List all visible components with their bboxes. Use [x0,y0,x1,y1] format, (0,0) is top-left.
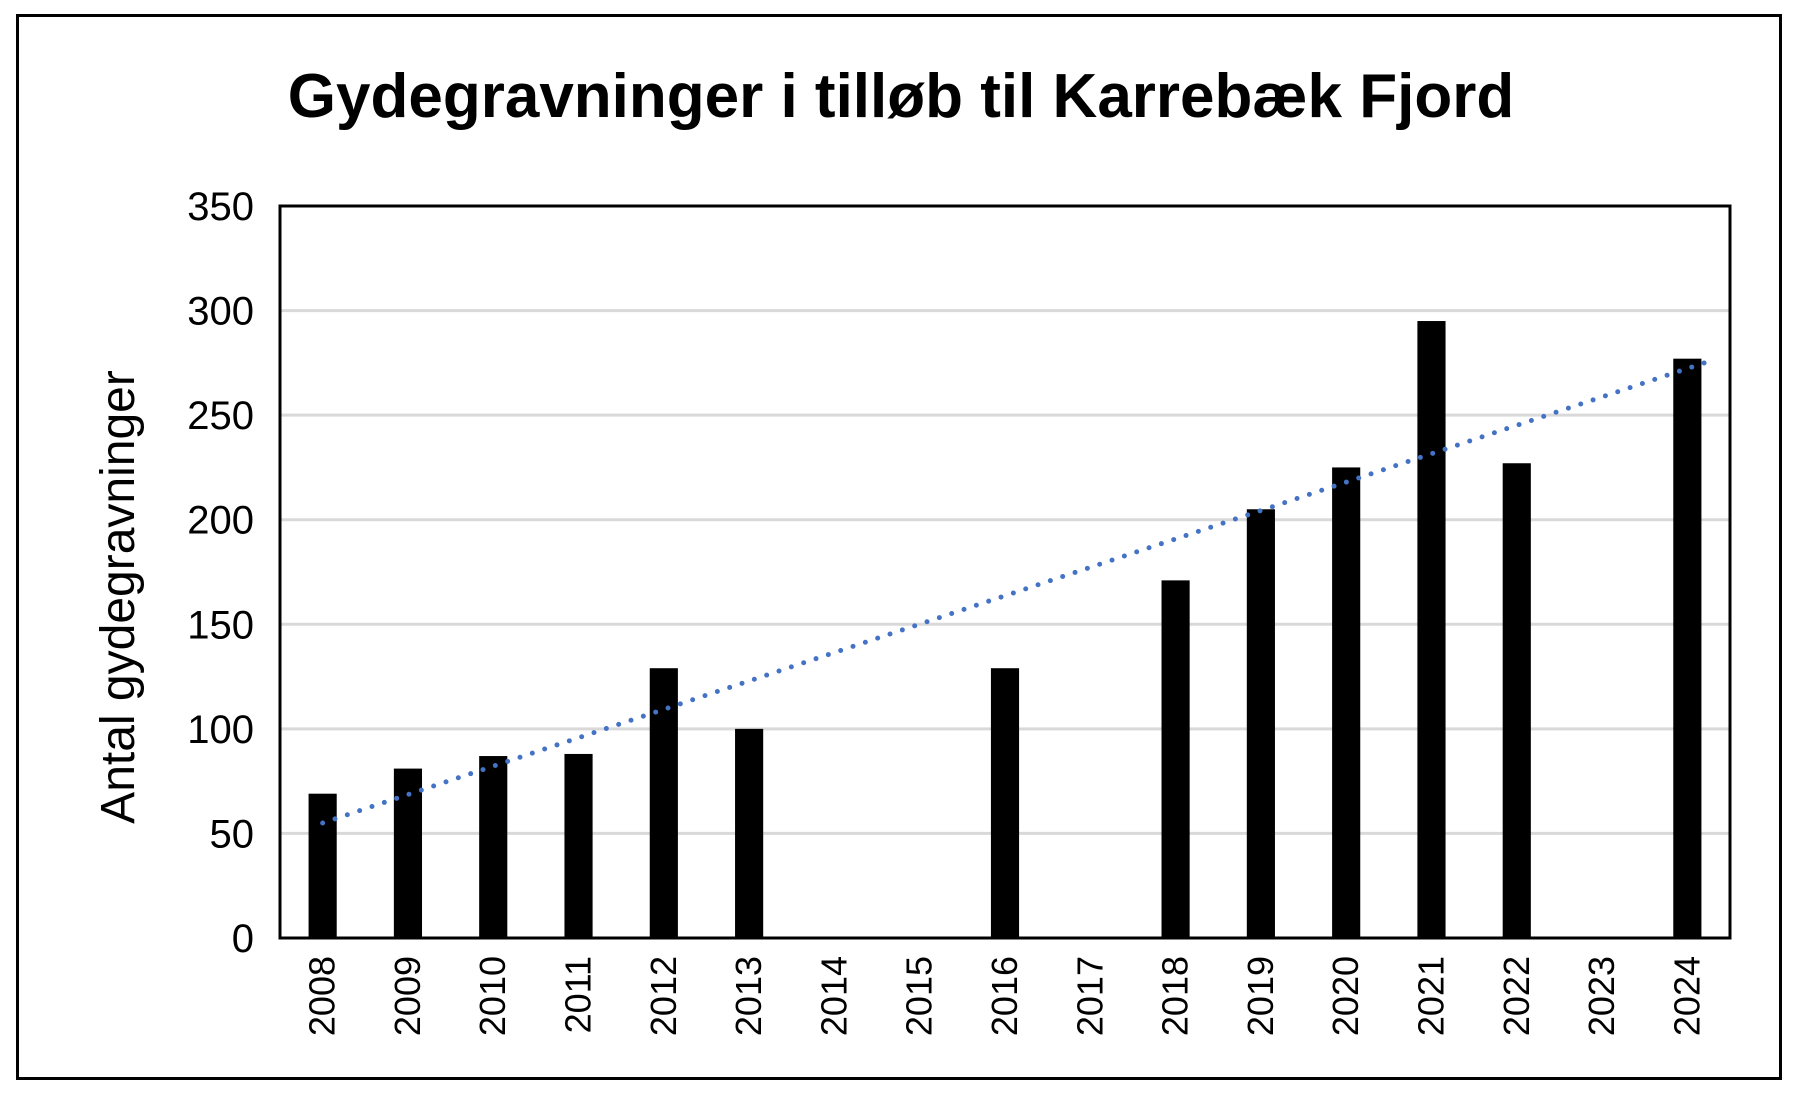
x-tick-label: 2023 [1581,956,1622,1036]
y-tick-label: 200 [187,499,254,543]
y-tick-label: 100 [187,708,254,752]
trendline-line [320,360,1707,826]
x-tick-label: 2016 [984,956,1025,1036]
bar-2008 [308,793,337,938]
bars [308,321,1702,938]
x-tick-label: 2010 [472,956,513,1036]
x-tick-label: 2022 [1496,956,1537,1036]
x-tick-label: 2021 [1410,956,1451,1036]
bar-2010 [479,756,508,938]
trendline [320,360,1707,826]
y-tick-label: 300 [187,290,254,334]
x-tick-label: 2013 [728,956,769,1036]
bar-2024 [1673,358,1702,938]
chart-title: Gydegravninger i tilløb til Karrebæk Fjo… [288,62,1514,131]
y-tick-label: 50 [210,812,255,856]
y-axis-label: Antal gydegravninger [92,370,145,824]
y-tick-label: 350 [187,185,254,229]
x-tick-label: 2017 [1069,956,1110,1036]
bar-2016 [990,668,1020,938]
x-tick-label: 2019 [1240,956,1281,1036]
gridlines [280,309,1730,835]
y-tick-label: 150 [187,603,254,647]
y-tick-label: 250 [187,394,254,438]
y-ticks: 0 50 100 150 200 250 300 350 [187,185,254,961]
x-tick-label: 2018 [1155,956,1196,1036]
bar-2012 [649,668,678,938]
bar-2019 [1246,509,1275,938]
y-tick-label: 0 [232,917,254,961]
bar-2018 [1161,580,1190,938]
x-tick-label: 2009 [387,956,428,1036]
x-tick-label: 2012 [643,956,684,1036]
bar-2021 [1417,321,1446,938]
bar-2020 [1332,467,1361,938]
plot-area [278,204,1732,940]
bar-chart: Gydegravninger i tilløb til Karrebæk Fjo… [92,62,1732,1036]
x-tick-label: 2015 [899,956,940,1036]
x-tick-label: 2020 [1325,956,1366,1036]
x-tick-label: 2011 [558,956,599,1033]
x-tick-label: 2008 [302,956,343,1036]
bar-2011 [564,753,593,938]
x-ticks: 2008 2009 2010 2011 2012 2013 2014 2015 2016 2017… [302,956,1708,1036]
bar-2013 [735,728,764,938]
x-tick-label: 2014 [813,956,854,1036]
chart-frame: Gydegravninger i tilløb til Karrebæk Fjo… [16,14,1782,1080]
bar-2022 [1502,463,1531,938]
x-tick-label: 2024 [1666,956,1707,1036]
